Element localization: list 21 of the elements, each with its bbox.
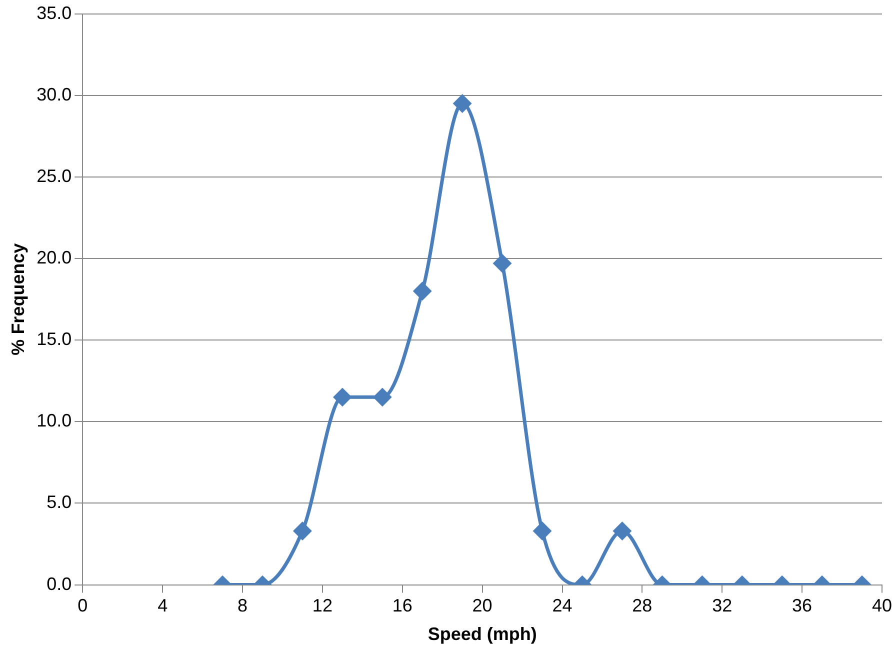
x-tick-label: 16: [392, 596, 412, 616]
y-tick-label: 25.0: [36, 166, 72, 186]
x-tick-label: 20: [472, 596, 492, 616]
y-tick-label: 20.0: [36, 247, 72, 268]
x-axis-title: Speed (mph): [428, 624, 537, 644]
x-tick-label: 0: [78, 596, 88, 616]
x-tick-label: 12: [312, 596, 332, 616]
y-tick-label: 5.0: [46, 492, 72, 512]
x-tick-label: 8: [238, 596, 248, 616]
y-tick-label: 15.0: [36, 329, 72, 350]
y-axis-title: % Frequency: [8, 243, 28, 356]
y-tick-label: 30.0: [36, 84, 72, 104]
x-tick-label: 36: [792, 596, 812, 616]
y-tick-label: 10.0: [36, 410, 72, 431]
x-tick-label: 40: [872, 596, 892, 616]
y-tick-label: 0.0: [46, 574, 72, 594]
x-tick-label: 32: [712, 596, 732, 616]
x-tick-label: 24: [552, 596, 572, 616]
x-tick-label: 4: [158, 596, 168, 616]
y-tick-label: 35.0: [36, 2, 72, 23]
x-tick-label: 28: [632, 596, 652, 616]
